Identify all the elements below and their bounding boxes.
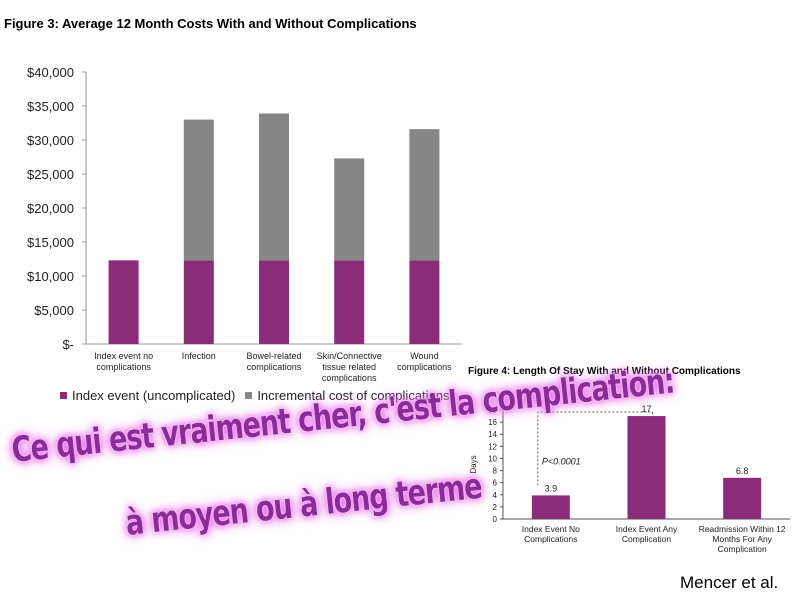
data-label: 17 xyxy=(641,404,651,414)
bar-index-event xyxy=(409,260,440,344)
x-tick-label: Index Event No xyxy=(522,524,580,534)
y-tick-label: 6 xyxy=(493,479,498,488)
x-tick-label: complications xyxy=(397,362,452,372)
significance-bracket xyxy=(537,411,653,486)
y-tick-label: $40,000 xyxy=(27,65,74,80)
legend-swatch-index xyxy=(60,392,67,399)
y-tick-label: $10,000 xyxy=(27,269,74,284)
data-label: 3.9 xyxy=(545,483,558,493)
x-tick-label: tissue related xyxy=(322,362,376,372)
legend-label-index: Index event (uncomplicated) xyxy=(72,388,236,403)
figure4-title: Figure 4: Length Of Stay With and Withou… xyxy=(468,366,741,377)
legend-item-index: Index event (uncomplicated) xyxy=(60,388,235,403)
bar-length-of-stay xyxy=(723,477,762,519)
y-tick-label: 0 xyxy=(493,515,498,524)
x-tick-label: Complication xyxy=(718,544,767,554)
figure3-legend: Index event (uncomplicated) Incremental … xyxy=(60,388,450,403)
x-tick-label: Infection xyxy=(182,351,216,361)
x-tick-label: Bowel-related xyxy=(246,351,301,361)
bar-length-of-stay xyxy=(627,416,666,519)
x-tick-label: complications xyxy=(247,362,302,372)
y-axis-label: Days xyxy=(469,455,478,473)
legend-item-incremental: Incremental cost of complications xyxy=(245,388,450,403)
y-tick-label: 12 xyxy=(488,442,497,451)
y-tick-label: $5,000 xyxy=(34,303,74,318)
y-tick-label: 4 xyxy=(493,491,498,500)
y-tick-label: $25,000 xyxy=(27,167,74,182)
y-tick-label: 10 xyxy=(488,454,497,463)
y-tick-label: 16 xyxy=(488,418,497,427)
data-label: 6.8 xyxy=(736,466,749,476)
x-tick-label: Skin/Connective xyxy=(317,351,382,361)
bar-index-event xyxy=(108,260,139,344)
credit-text: Mencer et al. xyxy=(680,573,779,592)
x-tick-label: Index event no xyxy=(94,351,153,361)
legend-swatch-incremental xyxy=(245,392,253,399)
y-tick-label: $- xyxy=(62,337,74,352)
bar-incremental-cost xyxy=(259,113,289,261)
bar-length-of-stay xyxy=(531,495,570,519)
significance-label: P<0.0001 xyxy=(542,457,581,467)
x-tick-label: complications xyxy=(322,373,377,383)
x-tick-label: Complications xyxy=(524,534,577,544)
x-tick-label: Months For Any xyxy=(712,534,772,544)
bar-index-event xyxy=(183,260,214,344)
x-tick-label: complications xyxy=(96,362,151,372)
x-tick-label: Readmission Within 12 xyxy=(699,524,786,534)
y-tick-label: 8 xyxy=(493,467,498,476)
y-tick-label: $30,000 xyxy=(27,133,74,148)
bar-incremental-cost xyxy=(183,119,214,261)
y-tick-label: 14 xyxy=(488,430,497,439)
y-tick-label: $35,000 xyxy=(27,99,74,114)
bar-incremental-cost xyxy=(334,158,365,261)
y-tick-label: 2 xyxy=(493,503,498,512)
y-tick-label: $20,000 xyxy=(27,201,74,216)
y-tick-label: 18 xyxy=(488,406,497,415)
bar-index-event xyxy=(334,260,365,344)
bar-incremental-cost xyxy=(409,129,440,261)
legend-label-incremental: Incremental cost of complications xyxy=(257,388,450,403)
x-tick-label: Wound xyxy=(410,351,438,361)
y-tick-label: $15,000 xyxy=(27,235,74,250)
bar-index-event xyxy=(259,260,289,344)
x-tick-label: Index Event Any xyxy=(616,524,678,534)
x-tick-label: Complication xyxy=(622,534,671,544)
figure3-title: Figure 3: Average 12 Month Costs With an… xyxy=(4,16,417,31)
